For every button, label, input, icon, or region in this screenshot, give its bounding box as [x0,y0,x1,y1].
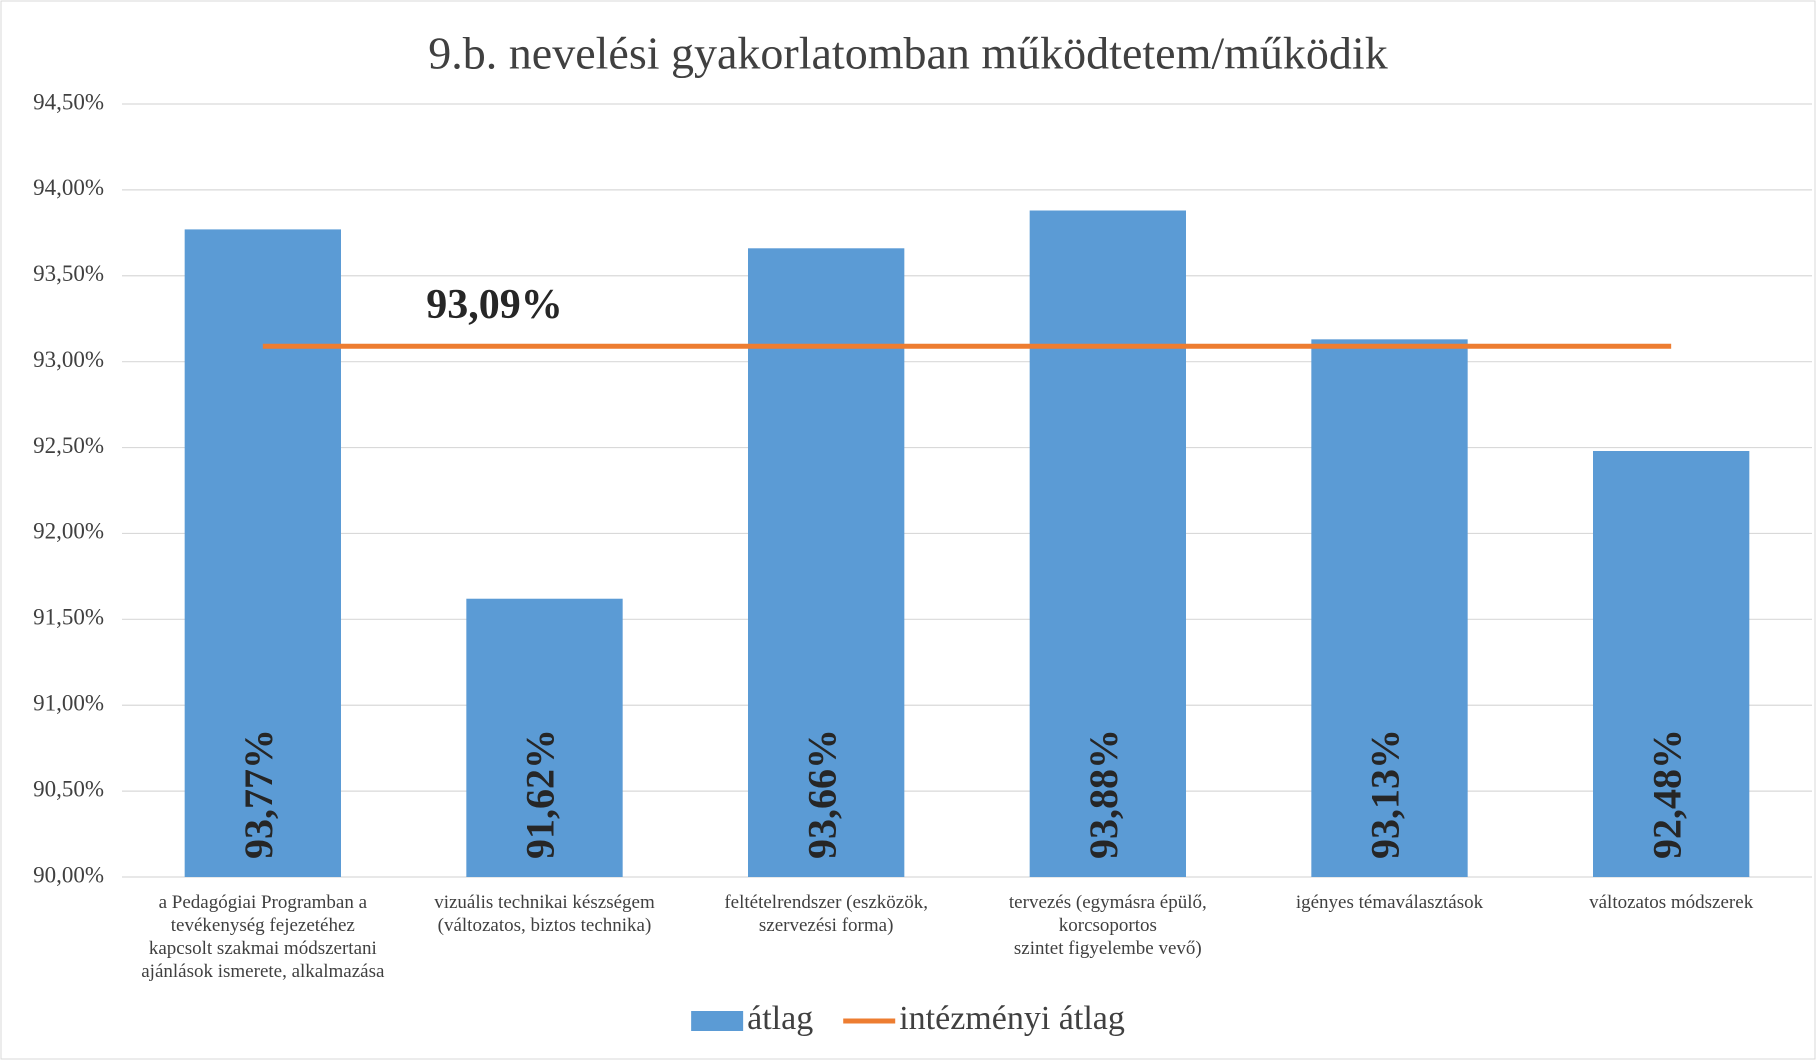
y-tick-label: 94,00% [33,175,104,200]
legend-label: intézményi átlag [899,1000,1125,1037]
bar [1593,450,1750,877]
bar [748,248,905,877]
data-label: 93,88% [1081,729,1126,859]
data-label: 93,13% [1363,729,1408,859]
data-label: 92,48% [1644,729,1689,859]
y-tick-label: 91,00% [33,691,104,716]
annotation: 93,09% [426,282,563,328]
y-tick-label: 90,00% [33,862,104,887]
x-tick-label: igényes témaválasztások [1295,892,1484,913]
legend-label: átlag [747,1000,813,1037]
y-tick-label: 92,00% [33,519,104,544]
data-label: 91,62% [518,729,563,859]
bar [466,598,623,877]
y-tick-label: 91,50% [33,605,104,630]
bar [1311,339,1468,877]
x-tick-label: változatos módszerek [1589,892,1754,913]
x-tick-label: a Pedagógiai Programban a tevékenység fe… [141,892,385,982]
bar [1029,210,1186,878]
data-label: 93,77% [236,729,281,859]
x-tick-label: vizuális technikai készségem (változatos… [434,892,655,936]
x-tick-label: feltételrendszer (eszközök, szervezési f… [724,892,928,936]
legend-symbol [691,1011,744,1031]
y-tick-label: 94,50% [33,89,104,114]
y-tick-label: 93,50% [33,261,104,286]
y-tick-label: 93,00% [33,347,104,372]
data-label: 93,66% [799,729,844,859]
chart-title: 9.b. nevelési gyakorlatomban működtetem/… [428,28,1387,79]
y-tick-label: 92,50% [33,433,104,458]
bar [184,229,341,878]
x-tick-label: tervezés (egymásra épülő, korcsoportos s… [1008,892,1207,959]
y-tick-label: 90,50% [33,776,104,801]
